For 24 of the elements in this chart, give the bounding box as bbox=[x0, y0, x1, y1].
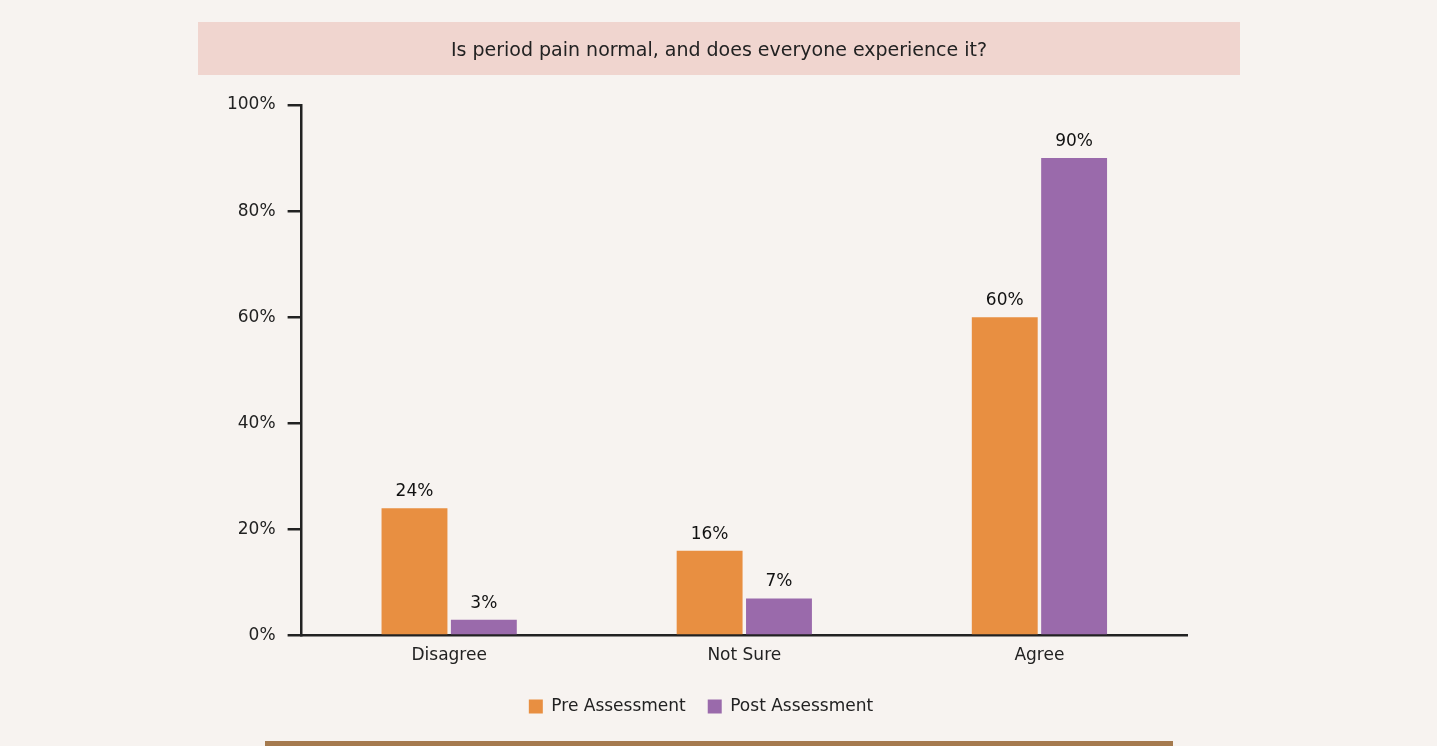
bar bbox=[971, 317, 1038, 635]
legend-label: Pre Assessment bbox=[551, 694, 687, 715]
data-label: 60% bbox=[985, 289, 1024, 310]
x-tick-label: Disagree bbox=[411, 644, 487, 665]
y-tick-label: 80% bbox=[237, 199, 276, 220]
chart-title: Is period pain normal, and does everyone experience it? bbox=[198, 22, 1240, 75]
data-label: 3% bbox=[470, 591, 498, 612]
y-tick-label: 20% bbox=[237, 517, 276, 538]
bar bbox=[381, 508, 448, 635]
y-tick-label: 100% bbox=[226, 93, 276, 114]
data-label: 90% bbox=[1055, 129, 1094, 150]
bar bbox=[450, 619, 517, 635]
x-tick-label: Agree bbox=[1014, 644, 1065, 665]
x-tick-label: Not Sure bbox=[707, 644, 782, 665]
y-tick-label: 0% bbox=[248, 624, 276, 645]
bar bbox=[676, 550, 743, 635]
legend-label: Post Assessment bbox=[730, 694, 874, 715]
data-label: 24% bbox=[395, 480, 434, 501]
bar bbox=[1041, 158, 1108, 635]
bar bbox=[746, 598, 812, 635]
y-tick-label: 40% bbox=[237, 411, 276, 432]
y-tick-label: 60% bbox=[237, 305, 276, 326]
data-label: 16% bbox=[690, 522, 729, 543]
data-label: 7% bbox=[765, 570, 793, 591]
